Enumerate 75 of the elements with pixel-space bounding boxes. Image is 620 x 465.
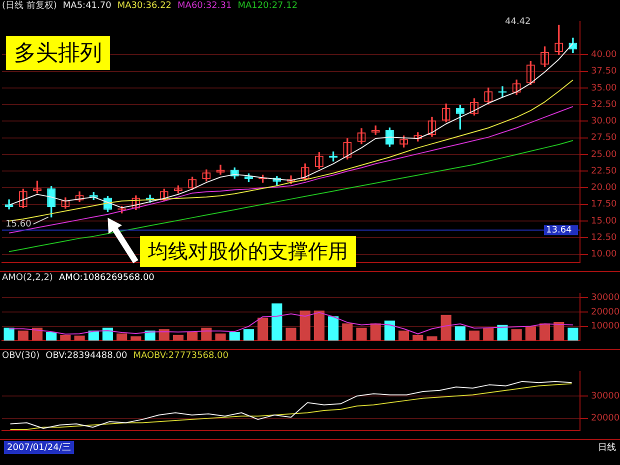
bar [201,328,212,341]
bar [497,324,508,341]
bar [568,328,578,341]
y-tick-label: 15.00 [591,216,618,226]
y-tick-label: 27.50 [591,133,618,144]
bar [483,328,494,341]
text: 日线 [598,442,616,454]
y-tick-label: 37.50 [591,66,618,77]
ref-line-label: 13.64 [546,225,572,236]
bar [454,326,466,341]
text: MAOBV:27773568.00 [133,350,229,363]
bar [468,330,480,341]
y-tick-label: 32.50 [591,100,618,110]
bar [46,332,57,341]
text: MA5:41.70 [62,0,112,13]
bar [300,310,310,341]
bar [187,332,198,341]
bar [314,310,324,341]
y-tick-label: 25.00 [591,150,618,160]
y-tick-label: 17.50 [591,200,618,210]
bar [384,320,395,341]
y-tick-label: 10000 [591,322,620,332]
bar [525,326,536,341]
text: MA60:32.31 [178,0,232,13]
bar [74,336,85,341]
bar [243,329,254,341]
y-tick-label: 20.00 [591,183,618,194]
bar [4,328,14,341]
bar [539,323,550,341]
text: MA30:36.22 [117,0,172,13]
bar [398,330,410,341]
bar [370,323,381,341]
annotation: 均线对股价的支撑作用 [140,236,356,267]
bar [60,334,71,341]
annotation: 多头排列 [6,36,110,70]
y-tick-label: 30.00 [591,116,618,127]
bar [440,314,452,341]
bar [158,329,170,341]
y-tick-label: 20000 [591,307,620,318]
bar [272,303,282,341]
chart-subtitle: (日线 前复权) [2,0,57,13]
bar [511,329,522,341]
bar [229,332,240,341]
bar [554,322,564,341]
chart-title: AMO(2,2,2) [2,272,53,285]
bar [412,334,424,341]
text: OBV:28394488.00 [46,350,128,363]
bar [102,328,114,341]
bar [342,323,353,341]
bar [328,316,339,341]
bar [215,333,226,341]
bar [144,330,156,341]
y-tick-label: 30000 [591,293,620,304]
y-tick-label: 40.00 [591,50,618,60]
bar [18,330,28,341]
y-tick-label: 35.00 [591,83,618,94]
bar [258,318,268,341]
y-tick-label: 22.50 [591,166,618,176]
text: AMO:1086269568.00 [58,272,154,285]
bar [356,328,367,341]
chart-title: OBV(30) [2,350,40,363]
bar [130,336,142,341]
annotation: 44.42 [505,17,531,27]
y-tick-label: 30000 [591,391,620,402]
bar [426,336,438,341]
text: 2007/01/24/三 [4,441,74,454]
bar [32,328,43,341]
bar [286,328,296,341]
annotation: 15.60 [6,219,32,230]
y-tick-label: 10.00 [591,250,618,260]
bar [116,333,128,341]
y-tick-label: 12.50 [591,232,618,243]
y-tick-label: 20000 [591,414,620,424]
bar [172,334,184,341]
text: MA120:27.12 [238,0,298,13]
